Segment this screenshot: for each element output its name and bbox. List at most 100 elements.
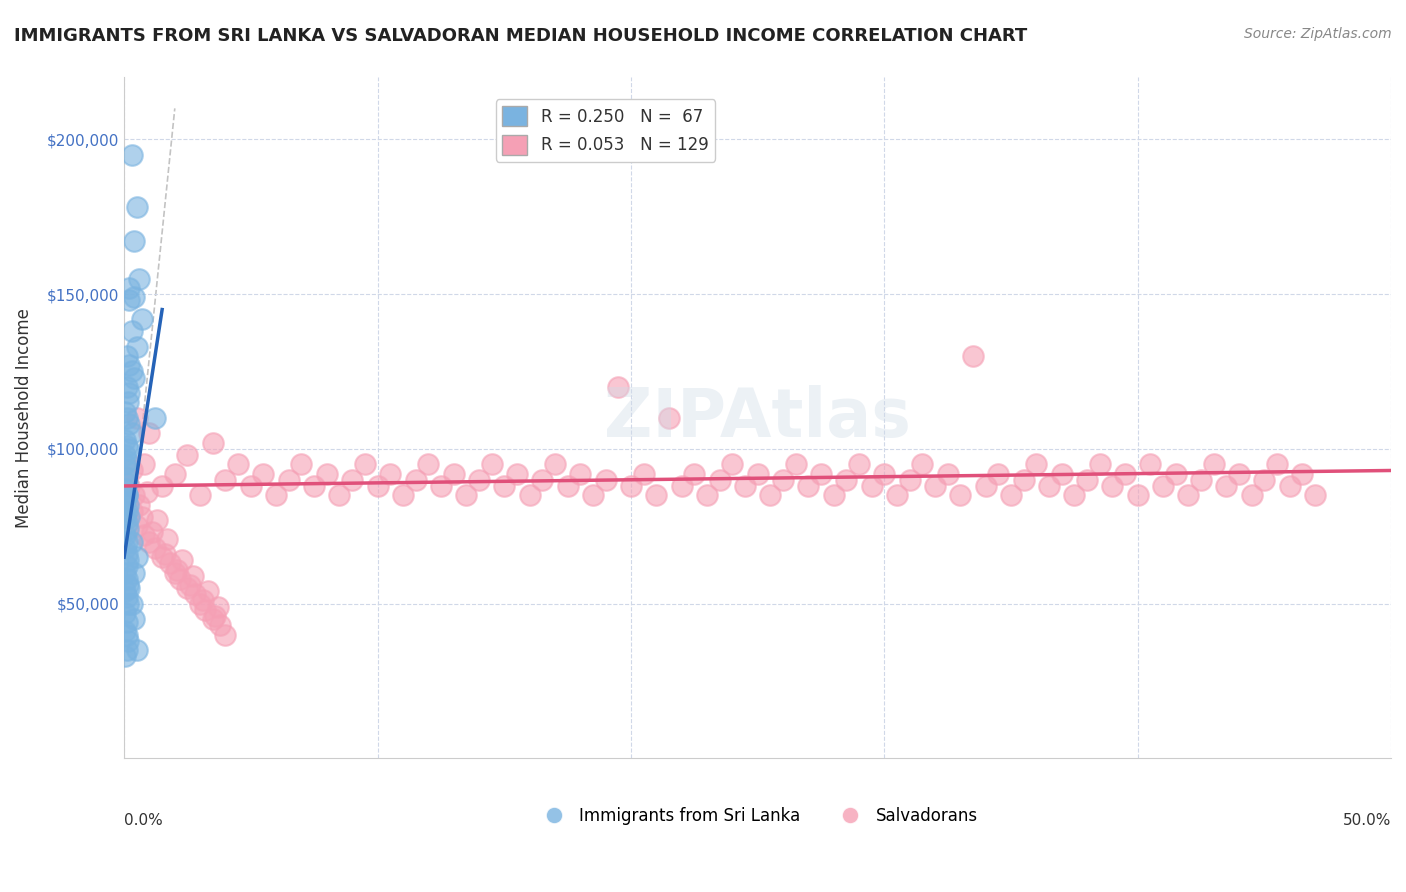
Point — [118, 479, 141, 493]
Point — [506, 467, 529, 481]
Point — [531, 473, 554, 487]
Point — [696, 488, 718, 502]
Point — [557, 479, 579, 493]
Point — [159, 557, 181, 571]
Point — [122, 488, 145, 502]
Point — [252, 467, 274, 481]
Point — [118, 509, 141, 524]
Point — [302, 479, 325, 493]
Point — [734, 479, 756, 493]
Point — [172, 553, 194, 567]
Point — [115, 615, 138, 629]
Point — [115, 488, 138, 502]
Point — [117, 442, 139, 456]
Point — [188, 597, 211, 611]
Point — [138, 534, 160, 549]
Point — [1265, 458, 1288, 472]
Point — [1038, 479, 1060, 493]
Point — [118, 581, 141, 595]
Point — [962, 349, 984, 363]
Point — [114, 469, 136, 483]
Point — [150, 479, 173, 493]
Point — [443, 467, 465, 481]
Point — [125, 410, 148, 425]
Point — [179, 578, 201, 592]
Point — [117, 395, 139, 409]
Point — [138, 426, 160, 441]
Point — [1215, 479, 1237, 493]
Text: IMMIGRANTS FROM SRI LANKA VS SALVADORAN MEDIAN HOUSEHOLD INCOME CORRELATION CHAR: IMMIGRANTS FROM SRI LANKA VS SALVADORAN … — [14, 27, 1028, 45]
Point — [125, 519, 148, 533]
Point — [115, 488, 138, 502]
Point — [1227, 467, 1250, 481]
Point — [118, 386, 141, 401]
Point — [201, 435, 224, 450]
Point — [987, 467, 1010, 481]
Point — [150, 550, 173, 565]
Point — [1177, 488, 1199, 502]
Point — [366, 479, 388, 493]
Point — [226, 458, 249, 472]
Point — [1152, 479, 1174, 493]
Point — [115, 572, 138, 586]
Point — [214, 627, 236, 641]
Point — [166, 562, 188, 576]
Point — [328, 488, 350, 502]
Point — [1291, 467, 1313, 481]
Point — [607, 380, 630, 394]
Point — [143, 410, 166, 425]
Point — [468, 473, 491, 487]
Point — [169, 572, 191, 586]
Point — [125, 643, 148, 657]
Point — [136, 485, 159, 500]
Point — [131, 311, 153, 326]
Point — [1240, 488, 1263, 502]
Point — [1253, 473, 1275, 487]
Point — [117, 553, 139, 567]
Point — [721, 458, 744, 472]
Point — [115, 591, 138, 605]
Point — [645, 488, 668, 502]
Point — [121, 597, 143, 611]
Point — [418, 458, 440, 472]
Point — [114, 528, 136, 542]
Point — [115, 454, 138, 468]
Point — [176, 581, 198, 595]
Point — [134, 458, 156, 472]
Point — [886, 488, 908, 502]
Point — [835, 473, 858, 487]
Point — [121, 148, 143, 162]
Point — [143, 541, 166, 555]
Point — [121, 534, 143, 549]
Point — [156, 532, 179, 546]
Point — [121, 364, 143, 378]
Point — [595, 473, 617, 487]
Point — [209, 618, 232, 632]
Point — [380, 467, 402, 481]
Point — [114, 649, 136, 664]
Point — [115, 559, 138, 574]
Y-axis label: Median Household Income: Median Household Income — [15, 308, 32, 528]
Point — [122, 566, 145, 580]
Point — [1025, 458, 1047, 472]
Point — [188, 488, 211, 502]
Point — [114, 433, 136, 447]
Point — [115, 627, 138, 641]
Point — [114, 448, 136, 462]
Point — [1303, 488, 1326, 502]
Text: 50.0%: 50.0% — [1343, 813, 1391, 828]
Point — [122, 235, 145, 249]
Point — [184, 587, 207, 601]
Point — [115, 547, 138, 561]
Point — [125, 550, 148, 565]
Point — [582, 488, 605, 502]
Point — [1202, 458, 1225, 472]
Text: Source: ZipAtlas.com: Source: ZipAtlas.com — [1244, 27, 1392, 41]
Point — [117, 597, 139, 611]
Point — [121, 426, 143, 441]
Point — [207, 599, 229, 614]
Point — [194, 603, 217, 617]
Point — [141, 525, 163, 540]
Point — [128, 498, 150, 512]
Point — [290, 458, 312, 472]
